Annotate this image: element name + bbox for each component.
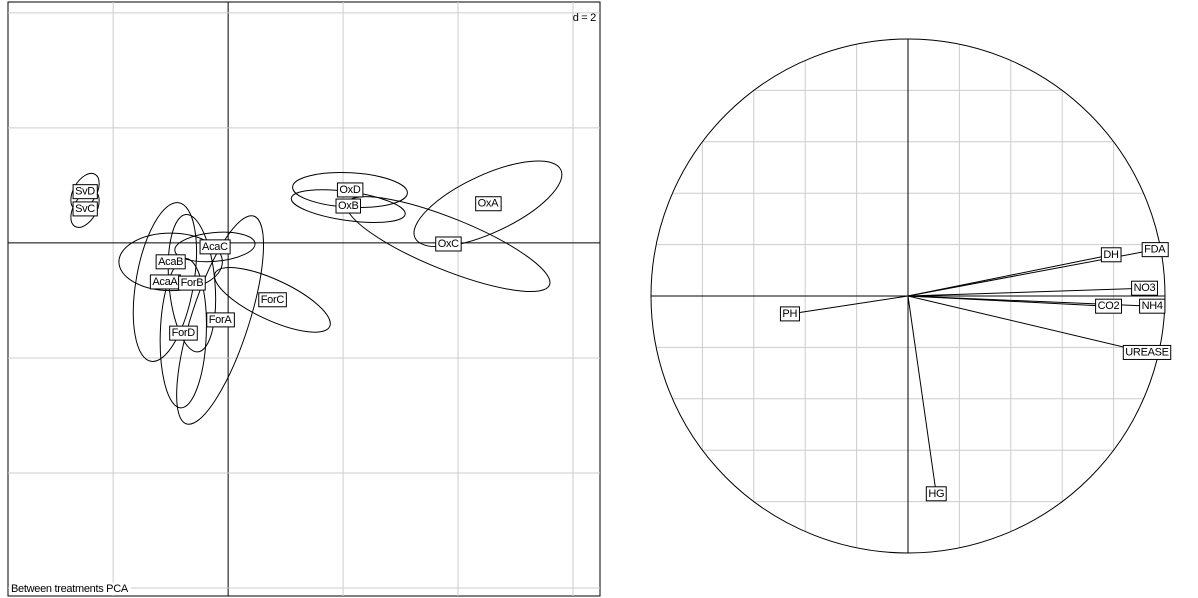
label-box	[199, 239, 231, 255]
variable-arrow	[907, 295, 937, 494]
variable-arrow	[907, 287, 1145, 297]
point-label: OxC	[438, 238, 459, 250]
subtitle: Between treatments PCA	[11, 583, 129, 595]
unit-circle	[650, 38, 1166, 554]
point-label: AcaA	[152, 276, 178, 288]
point-label: NH4	[1142, 300, 1163, 312]
point-label: CO2	[1098, 300, 1120, 312]
class-ellipse	[118, 232, 223, 292]
point-label: ForD	[172, 327, 196, 339]
class-ellipse	[176, 215, 265, 425]
class-ellipse	[213, 267, 331, 333]
point-label: ForC	[261, 294, 285, 306]
label-box	[169, 325, 198, 341]
point-label: SvD	[75, 186, 95, 198]
label-box	[925, 486, 947, 502]
label-box	[1131, 280, 1158, 296]
label-box	[206, 312, 235, 328]
panel-frame	[7, 1, 601, 597]
label-box	[435, 236, 462, 252]
point-label: OxD	[339, 184, 360, 196]
point-label: PH	[782, 308, 797, 320]
label-box	[155, 254, 186, 270]
label-box	[72, 201, 98, 217]
label-box	[1141, 242, 1169, 258]
labels: DH FDA NO3 CO2 NH4 UREASE PH HG	[779, 242, 1172, 502]
variable-arrow	[789, 295, 909, 315]
label-box	[335, 198, 362, 214]
class-ellipse	[413, 160, 563, 248]
point-label: NO3	[1134, 282, 1156, 294]
point-label: ForB	[181, 277, 204, 289]
label-box	[178, 275, 206, 291]
point-label: SvC	[75, 203, 95, 215]
label-box	[1100, 247, 1122, 263]
label-box	[779, 306, 800, 322]
point-label: FDA	[1144, 244, 1166, 256]
class-ellipse	[174, 231, 256, 263]
label-box	[1139, 298, 1166, 314]
point-label: OxA	[478, 198, 499, 210]
point-label: AcaC	[202, 241, 228, 253]
subtitle-bg	[9, 582, 131, 595]
label-box	[258, 292, 287, 308]
point-label: UREASE	[1125, 346, 1168, 358]
label-box	[1122, 344, 1172, 360]
variable-arrow	[907, 295, 1148, 354]
point-label: OxB	[338, 200, 359, 212]
label-box	[1095, 298, 1123, 314]
point-label: HG	[928, 488, 944, 500]
point-label: AcaB	[158, 256, 183, 268]
label-box	[72, 184, 98, 200]
labels: SvD SvC OxD OxB OxA OxC AcaC AcaB AcaA ForB ForA Fo…	[72, 182, 502, 341]
label-box	[336, 182, 364, 198]
class-ellipse	[159, 258, 207, 409]
point-label: ForA	[209, 314, 233, 326]
scale-annotation: d = 2	[573, 12, 596, 24]
point-label: DH	[1103, 249, 1119, 261]
label-box	[475, 196, 502, 212]
